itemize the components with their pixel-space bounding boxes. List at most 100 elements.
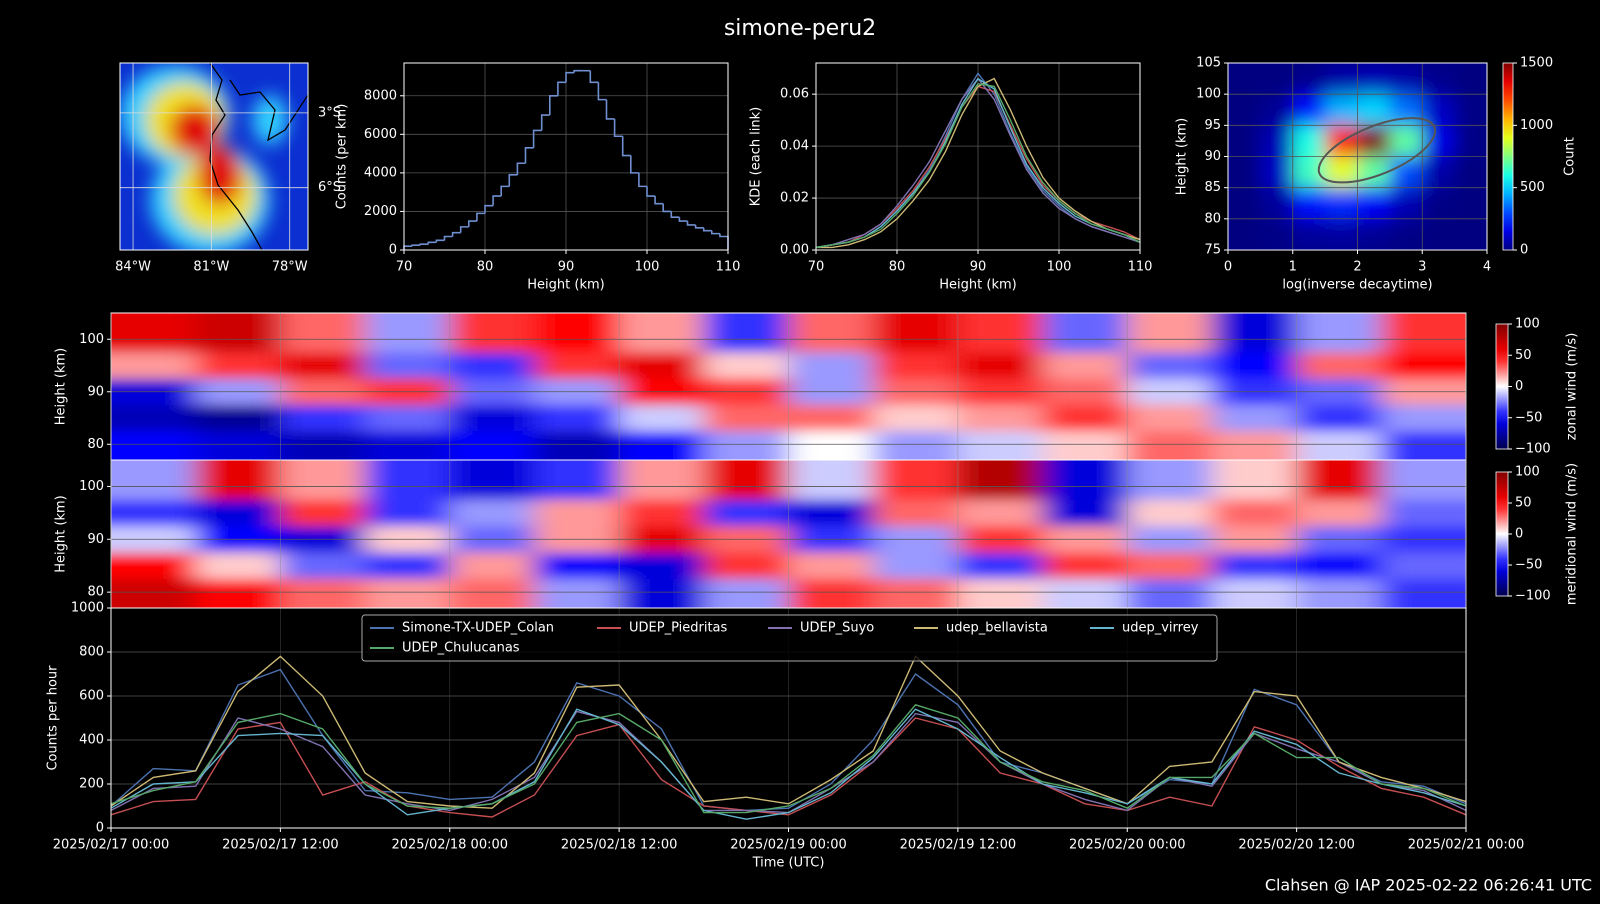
x-tick-label: 4	[1483, 260, 1491, 275]
density-cell	[1325, 187, 1358, 220]
kde-line	[815, 77, 1141, 249]
wind-cell	[703, 578, 789, 608]
y-tick-label: 100	[1196, 87, 1221, 102]
wind-cell	[449, 552, 535, 580]
wind-cell	[957, 552, 1044, 580]
x-tick-label: 3	[1418, 260, 1426, 275]
density-cell	[1422, 156, 1456, 189]
density-cell	[1228, 125, 1261, 157]
wind-cell	[1042, 404, 1128, 432]
wind-cell	[873, 313, 959, 353]
wind-cell	[1211, 431, 1298, 460]
histogram-step	[459, 226, 469, 233]
wind-cell	[449, 460, 535, 501]
y-axis-label: Height (km)	[54, 495, 69, 572]
legend-label: udep_bellavista	[946, 621, 1048, 636]
histogram-step	[532, 129, 542, 148]
wind-cell	[788, 499, 874, 527]
wind-cell	[195, 460, 281, 501]
colorbar-label: Count	[1563, 137, 1578, 176]
wind-cell	[195, 431, 281, 460]
y-tick-label: 0	[96, 821, 104, 836]
wind-cell	[1127, 578, 1213, 608]
y-tick-label: 80	[1204, 211, 1221, 226]
colorbar-tick-label: 100	[1515, 317, 1540, 332]
footer: Clahsen @ IAP 2025-02-22 06:26:41 UTC	[1265, 876, 1592, 895]
wind-cell	[449, 499, 535, 527]
histogram-step	[427, 241, 437, 245]
histogram-step	[451, 231, 461, 237]
figure-title: simone-peru2	[724, 16, 876, 41]
legend-label: UDEP_Suyo	[800, 621, 874, 636]
wind-cell	[111, 431, 197, 460]
wind-image	[111, 460, 1466, 608]
histogram-step	[597, 82, 607, 101]
legend-box	[361, 614, 1218, 662]
histogram-step	[484, 204, 494, 214]
wind-cell	[280, 552, 366, 580]
wind-cell	[873, 552, 959, 580]
histogram-step	[419, 243, 429, 246]
wind-cell	[1296, 313, 1382, 353]
x-axis-label: Height (km)	[527, 278, 604, 293]
wind-cell	[195, 352, 281, 380]
wind-cell	[1211, 352, 1298, 380]
histogram-step	[557, 81, 566, 96]
wind-cell	[703, 552, 789, 580]
wind-cell	[195, 313, 281, 353]
count-line	[110, 717, 1467, 818]
density-cell	[1454, 156, 1487, 189]
wind-cell	[873, 460, 959, 501]
density-cell	[1389, 218, 1423, 250]
x-tick-label: 2025/02/19 12:00	[900, 838, 1017, 853]
y-tick-label: 3°S	[318, 105, 341, 120]
density-cell	[1389, 156, 1423, 189]
density-cells	[1228, 63, 1487, 250]
wind-cell	[788, 578, 874, 608]
histogram-step	[516, 162, 526, 175]
histogram-step	[549, 94, 558, 116]
wind-cell	[1381, 404, 1466, 432]
colorbar-tick-label: 100	[1515, 465, 1540, 480]
density-cell	[1389, 187, 1423, 220]
wind-cell	[534, 578, 620, 608]
y-tick-label: 0	[389, 243, 397, 258]
wind-cell	[703, 460, 789, 501]
wind-cell	[619, 313, 705, 353]
density-cell	[1260, 125, 1294, 157]
wind-cell	[703, 431, 789, 460]
histogram-step	[630, 155, 639, 174]
density-contour	[1317, 117, 1437, 184]
x-tick-label: 81°W	[193, 260, 229, 275]
wind-cell	[1211, 578, 1298, 608]
y-tick-label: 1000	[71, 601, 104, 616]
histogram-step	[678, 217, 688, 222]
wind-cell	[365, 352, 451, 380]
y-tick-label: 90	[87, 384, 104, 399]
wind-cell	[111, 552, 197, 580]
colorbar-tick-label: 50	[1515, 348, 1532, 363]
wind-cells	[111, 460, 1466, 608]
density-cell	[1454, 187, 1487, 220]
histogram-step	[694, 224, 704, 229]
density-cell	[1325, 94, 1358, 126]
x-tick-label: 110	[1128, 260, 1153, 275]
wind-cell	[703, 499, 789, 527]
density-cell	[1292, 125, 1326, 157]
colorbar-tick-label: 0	[1515, 527, 1523, 542]
colorbar-tick-label: −50	[1515, 410, 1542, 425]
legend-label: udep_virrey	[1122, 621, 1199, 636]
density-cell	[1454, 63, 1487, 95]
density-cell	[1454, 94, 1487, 126]
wind-cell	[1042, 499, 1128, 527]
wind-cell	[873, 578, 959, 608]
colorbar-tick-label: −100	[1515, 589, 1551, 604]
histogram-step	[711, 230, 720, 235]
wind-cell	[957, 499, 1044, 527]
x-axis-label: Height (km)	[939, 278, 1016, 293]
density-cell	[1292, 218, 1326, 250]
wind-cell	[788, 460, 874, 501]
wind-cell	[280, 460, 366, 501]
density-image	[1228, 63, 1487, 250]
density-cell	[1260, 218, 1294, 250]
